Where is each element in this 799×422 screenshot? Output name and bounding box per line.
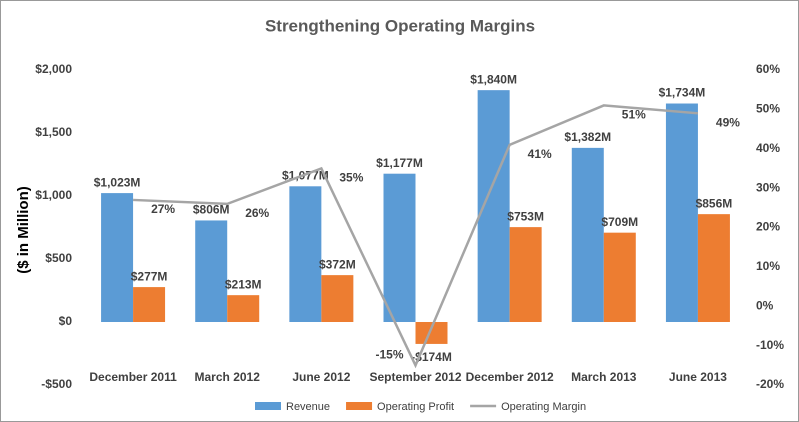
- bar: [571, 147, 604, 322]
- bar: [289, 186, 322, 322]
- data-label: $806M: [193, 203, 230, 217]
- line-label: 26%: [245, 206, 269, 220]
- data-label: $213M: [225, 277, 262, 291]
- bar: [133, 287, 166, 322]
- y-tick-label: $0: [59, 314, 73, 328]
- line-label: 35%: [339, 171, 363, 185]
- x-tick-label: June 2013: [669, 370, 727, 384]
- y2-tick-label: 20%: [756, 220, 780, 234]
- data-label: $1,382M: [564, 130, 611, 144]
- bar: [195, 220, 228, 322]
- y2-tick-label: 10%: [756, 259, 780, 273]
- bar: [509, 227, 542, 322]
- data-label: $709M: [601, 215, 638, 229]
- legend-swatch: [346, 402, 373, 410]
- bar: [665, 103, 698, 323]
- bar: [101, 193, 134, 322]
- line-label: -15%: [375, 347, 403, 361]
- y2-tick-label: 30%: [756, 180, 780, 194]
- y2-tick-label: 40%: [756, 141, 780, 155]
- line-label: 51%: [622, 108, 646, 122]
- bar: [321, 275, 354, 322]
- y2-tick-label: 60%: [756, 62, 780, 76]
- x-tick-label: December 2012: [466, 370, 554, 384]
- bar: [603, 232, 636, 322]
- y2-tick-label: 0%: [756, 298, 774, 312]
- data-label: $277M: [131, 269, 168, 283]
- x-tick-label: December 2011: [89, 370, 177, 384]
- chart-title: Strengthening Operating Margins: [265, 16, 535, 35]
- legend-label: Revenue: [286, 401, 330, 413]
- x-tick-label: March 2013: [571, 370, 637, 384]
- bar: [227, 295, 260, 322]
- line: [133, 104, 699, 369]
- data-label: $753M: [507, 209, 544, 223]
- y-tick-label: $1,000: [35, 188, 72, 202]
- y-tick-label: $2,000: [35, 62, 72, 76]
- data-label: $1,840M: [470, 72, 517, 86]
- y-tick-label: $500: [45, 251, 72, 265]
- data-label: $372M: [319, 257, 356, 271]
- data-label: $856M: [696, 196, 733, 210]
- y2-tick-label: -20%: [756, 377, 784, 391]
- bar: [415, 322, 448, 344]
- bar: [697, 214, 730, 322]
- y2-tick-label: -10%: [756, 338, 784, 352]
- y-tick-label: $1,500: [35, 125, 72, 139]
- line-label: 27%: [151, 202, 175, 216]
- line-label: 41%: [528, 147, 552, 161]
- data-label: $1,177M: [376, 156, 423, 170]
- legend-label: Operating Profit: [377, 401, 454, 413]
- legend-label: Operating Margin: [501, 401, 586, 413]
- y-axis-label: ($ in Million): [15, 186, 32, 274]
- line-label: 49%: [716, 115, 740, 129]
- data-label: $1,734M: [659, 86, 706, 100]
- x-tick-label: September 2012: [369, 370, 461, 384]
- y2-tick-label: 50%: [756, 102, 780, 116]
- x-tick-label: March 2012: [195, 370, 261, 384]
- legend-swatch: [255, 402, 281, 410]
- x-tick-label: June 2012: [292, 370, 350, 384]
- data-label: $1,023M: [94, 175, 141, 189]
- bar: [383, 173, 416, 322]
- y-tick-label: -$500: [41, 377, 72, 391]
